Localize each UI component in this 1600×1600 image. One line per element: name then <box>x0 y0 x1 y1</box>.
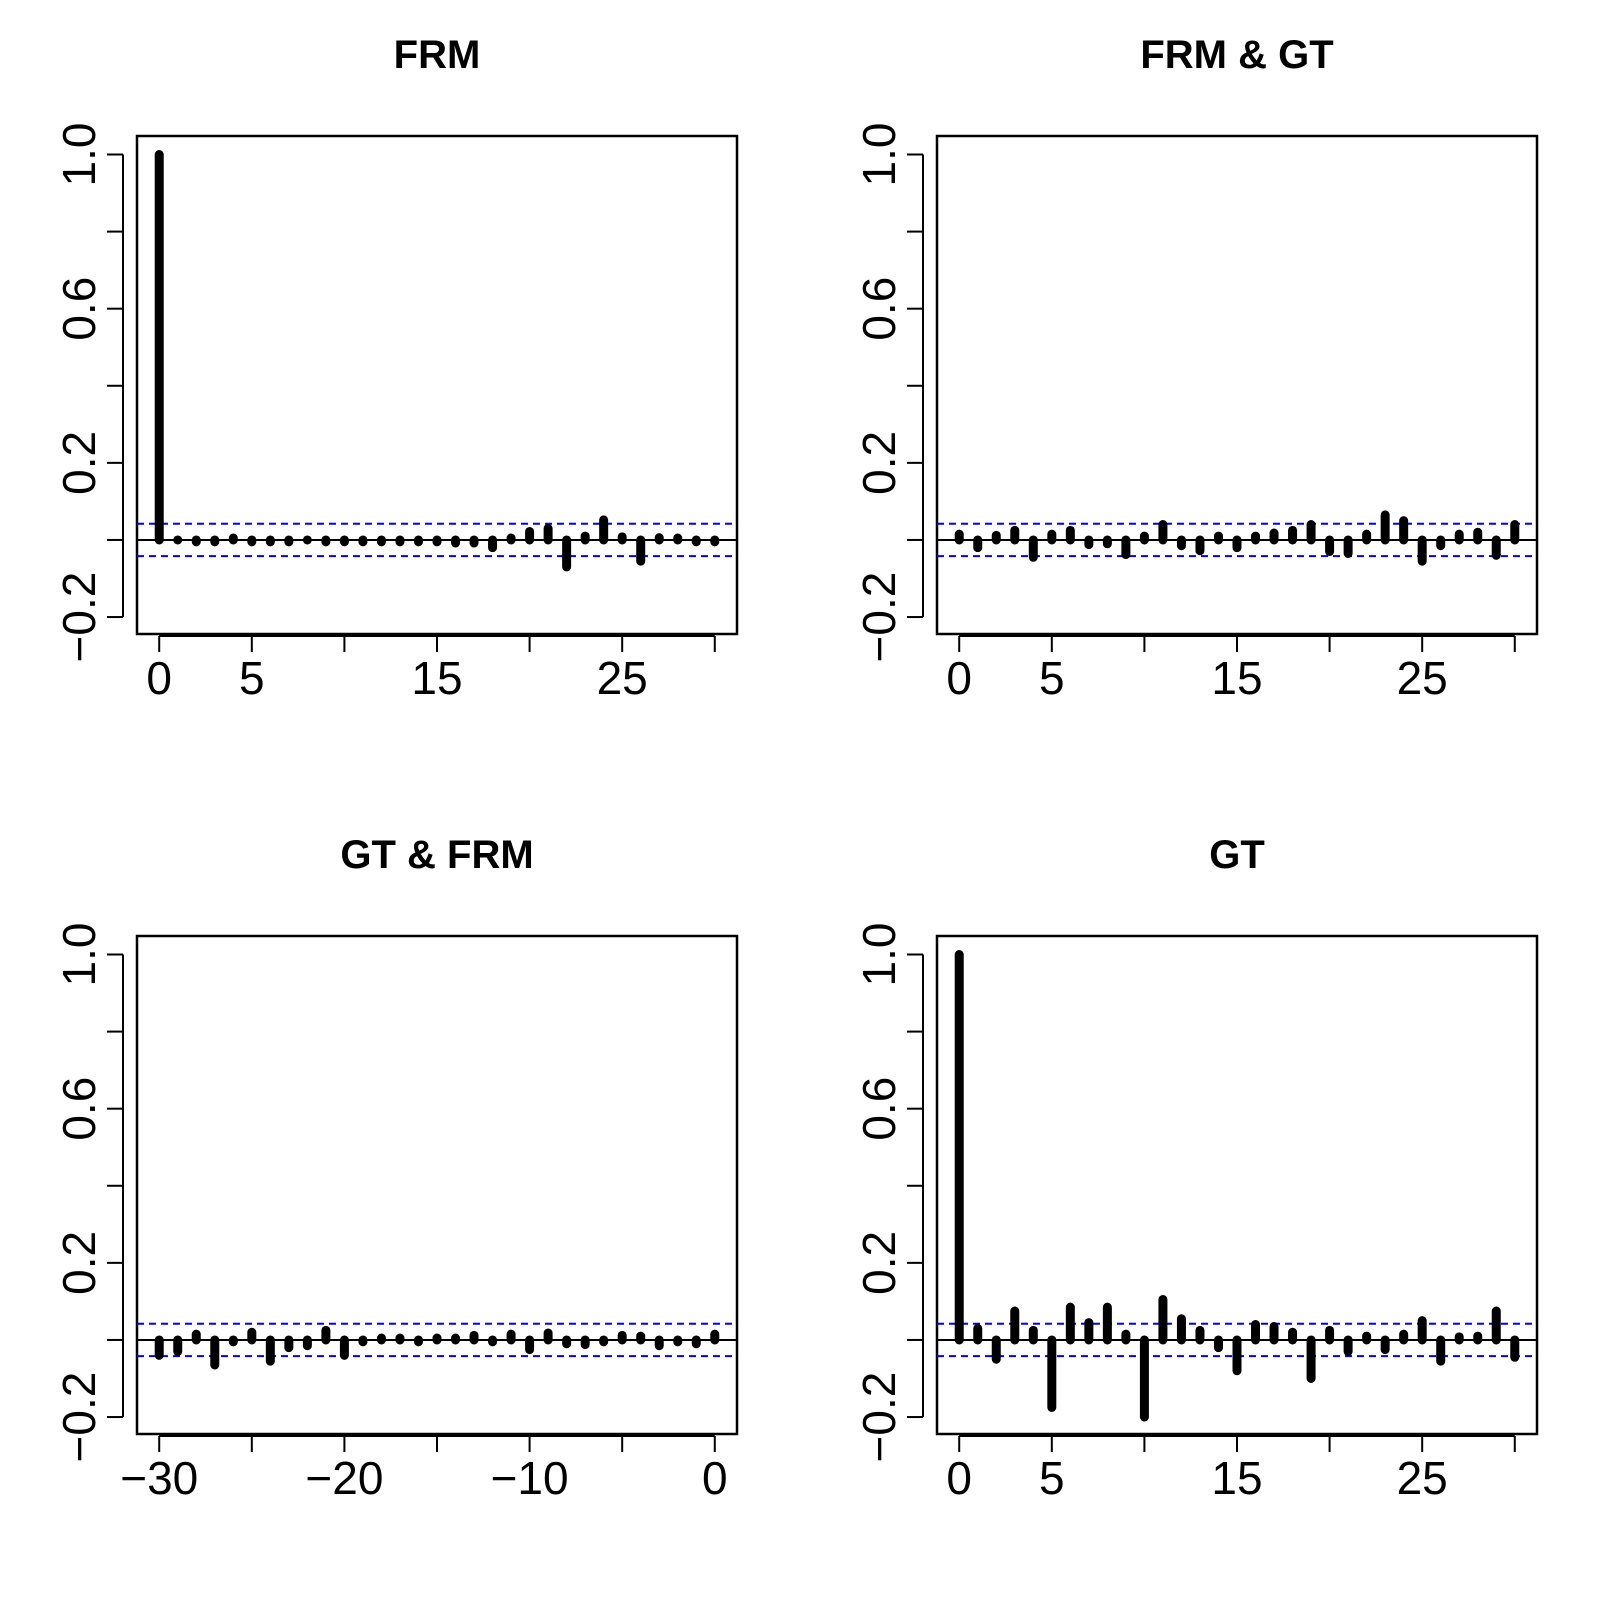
y-tick-label: 1.0 <box>53 123 105 187</box>
panel-frm: FRM −0.2 0.2 0.6 1.0 0 5 15 25 <box>0 0 800 800</box>
acf-chart-frm: FRM −0.2 0.2 0.6 1.0 0 5 15 25 <box>53 33 739 704</box>
plot-frame <box>935 934 1539 1436</box>
panel-gt: GT −0.2 0.2 0.6 1.0 0 5 15 25 <box>800 800 1600 1600</box>
plot-frame <box>135 134 739 636</box>
y-tick-label: 0.6 <box>853 277 905 341</box>
x-tick-label: 0 <box>702 1452 728 1504</box>
x-tick-label: 5 <box>239 652 265 704</box>
chart-title: FRM <box>394 33 481 77</box>
y-tick-label: −0.2 <box>53 572 105 663</box>
y-tick-label: −0.2 <box>853 572 905 663</box>
y-tick-label: 1.0 <box>53 923 105 987</box>
y-tick-label: −0.2 <box>853 1372 905 1463</box>
x-tick-label: −30 <box>120 1452 198 1504</box>
chart-title: FRM & GT <box>1140 33 1333 77</box>
panel-gt-frm: GT & FRM −0.2 0.2 0.6 1.0 −30 −20 −10 0 <box>0 800 800 1600</box>
x-tick-label: 0 <box>946 1452 972 1504</box>
x-tick-label: −20 <box>305 1452 383 1504</box>
x-tick-label: 5 <box>1039 652 1065 704</box>
y-tick-label: 0.2 <box>853 1231 905 1295</box>
x-tick-label: 25 <box>597 652 648 704</box>
x-tick-label: 25 <box>1397 652 1448 704</box>
y-tick-label: 0.2 <box>53 1231 105 1295</box>
y-tick-label: 0.2 <box>53 431 105 495</box>
x-tick-label: 0 <box>946 652 972 704</box>
acf-chart-frm-gt: FRM & GT −0.2 0.2 0.6 1.0 0 5 15 25 <box>853 33 1539 704</box>
y-tick-label: 1.0 <box>853 123 905 187</box>
chart-title: GT & FRM <box>340 833 533 877</box>
x-tick-label: 0 <box>146 652 172 704</box>
acf-chart-gt-frm: GT & FRM −0.2 0.2 0.6 1.0 −30 −20 −10 0 <box>53 833 739 1504</box>
y-tick-label: 0.2 <box>853 431 905 495</box>
panel-frm-gt: FRM & GT −0.2 0.2 0.6 1.0 0 5 15 25 <box>800 0 1600 800</box>
y-tick-label: 0.6 <box>53 1077 105 1141</box>
y-tick-label: −0.2 <box>53 1372 105 1463</box>
y-tick-label: 0.6 <box>53 277 105 341</box>
acf-chart-gt: GT −0.2 0.2 0.6 1.0 0 5 15 25 <box>853 833 1539 1504</box>
y-tick-label: 0.6 <box>853 1077 905 1141</box>
y-tick-label: 1.0 <box>853 923 905 987</box>
x-tick-label: −10 <box>491 1452 569 1504</box>
x-tick-label: 15 <box>411 652 462 704</box>
x-tick-label: 5 <box>1039 1452 1065 1504</box>
x-tick-label: 15 <box>1211 1452 1262 1504</box>
chart-title: GT <box>1209 833 1265 877</box>
x-tick-label: 25 <box>1397 1452 1448 1504</box>
plot-frame <box>935 134 1539 636</box>
plot-frame <box>135 934 739 1436</box>
x-tick-label: 15 <box>1211 652 1262 704</box>
